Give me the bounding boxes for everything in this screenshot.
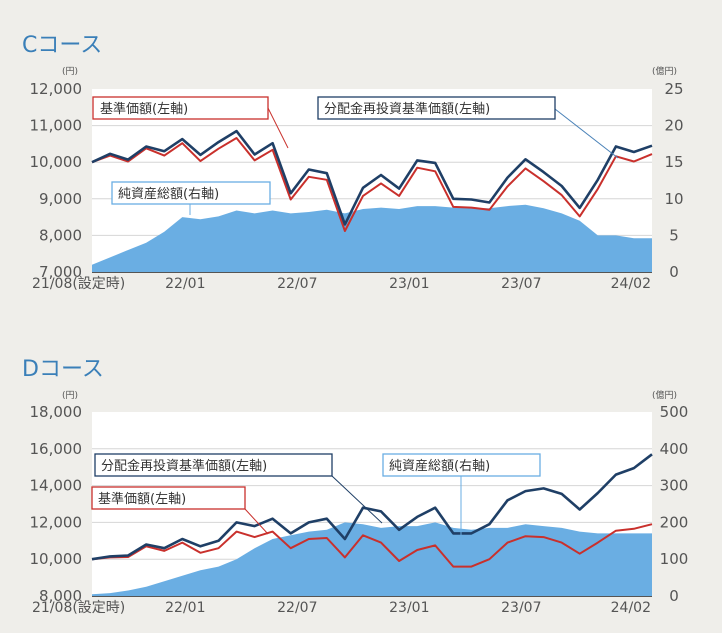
left-unit: (円) — [62, 66, 78, 77]
x-tick-label: 23/01 — [389, 276, 429, 292]
x-tick-label: 23/01 — [389, 600, 429, 616]
leader-kijun — [244, 508, 269, 535]
right-tick-label: 10 — [664, 190, 683, 208]
x-tick-label: 22/01 — [165, 600, 205, 616]
x-axis-ticks: 21/08(設定時) 22/01 22/07 23/01 23/07 24/02 — [32, 600, 651, 616]
left-tick-label: 7,000 — [39, 263, 82, 281]
left-tick-label: 10,000 — [30, 550, 83, 568]
chart-c-course: Cコース (円) (億円) 12,000 11,000 10,000 9,000 8,0… — [22, 33, 684, 292]
left-unit: (円) — [62, 390, 78, 401]
left-axis-ticks: 12,000 11,000 10,000 9,000 8,000 7,000 — [30, 80, 83, 281]
x-tick-label: 24/02 — [611, 276, 651, 292]
line-bunpai — [91, 129, 653, 226]
x-tick-label: 21/08(設定時) — [32, 600, 125, 616]
right-axis-ticks: 500 400 300 200 100 0 — [660, 403, 689, 605]
left-tick-label: 11,000 — [30, 117, 83, 135]
left-tick-label: 14,000 — [30, 477, 83, 495]
left-tick-label: 8,000 — [39, 226, 82, 244]
right-unit: (億円) — [652, 389, 677, 401]
note-box-bunpai — [317, 96, 556, 120]
right-axis-ticks: 25 20 15 10 5 0 — [664, 80, 683, 281]
line-kijun — [91, 523, 653, 568]
x-axis-ticks: 21/08(設定時) 22/01 22/07 23/01 23/07 24/02 — [32, 276, 651, 292]
chart-d-course: Dコース (円) (億円) 18,000 16,000 14,000 12,000 10… — [22, 357, 688, 616]
left-tick-label: 8,000 — [39, 587, 82, 605]
left-tick-label: 16,000 — [30, 440, 83, 458]
line-bunpai — [91, 453, 653, 561]
x-tick-label: 22/01 — [165, 276, 205, 292]
note-bunpai: 分配金再投資基準価額(左軸) — [101, 458, 267, 474]
left-tick-label: 10,000 — [30, 153, 83, 171]
x-tick-label: 22/07 — [277, 600, 317, 616]
line-kijun — [91, 137, 653, 232]
x-tick-label: 21/08(設定時) — [32, 276, 125, 292]
right-tick-label: 100 — [660, 550, 689, 568]
left-tick-label: 12,000 — [30, 513, 83, 531]
right-tick-label: 15 — [664, 153, 683, 171]
note-kijun: 基準価額(左軸) — [100, 101, 188, 117]
left-axis-ticks: 18,000 16,000 14,000 12,000 10,000 8,000 — [30, 403, 83, 605]
x-tick-label: 23/07 — [501, 276, 541, 292]
leader-bunpai — [331, 475, 383, 524]
left-tick-label: 18,000 — [30, 403, 83, 421]
right-tick-label: 5 — [669, 226, 679, 244]
note-box-junshisan — [382, 453, 541, 477]
right-tick-label: 400 — [660, 440, 689, 458]
right-tick-label: 500 — [660, 403, 689, 421]
right-tick-label: 25 — [664, 80, 683, 98]
x-tick-label: 24/02 — [611, 600, 651, 616]
note-junshisan: 純資産総額(右軸) — [389, 458, 490, 474]
right-tick-label: 300 — [660, 477, 689, 495]
note-box-kijun — [91, 486, 246, 510]
note-kijun: 基準価額(左軸) — [98, 491, 186, 507]
note-junshisan: 純資産総額(右軸) — [118, 186, 219, 202]
chart-title: Cコース — [22, 33, 102, 58]
right-tick-label: 200 — [660, 513, 689, 531]
x-tick-label: 22/07 — [277, 276, 317, 292]
right-unit: (億円) — [652, 65, 677, 77]
right-tick-label: 20 — [664, 117, 683, 135]
note-box-bunpai — [94, 453, 333, 477]
leader-kijun — [267, 107, 289, 149]
right-tick-label: 0 — [669, 587, 679, 605]
leader-bunpai — [554, 108, 619, 159]
chart-title: Dコース — [22, 357, 104, 382]
x-tick-label: 23/07 — [501, 600, 541, 616]
note-box-kijun — [92, 96, 269, 120]
note-bunpai: 分配金再投資基準価額(左軸) — [324, 101, 490, 117]
right-tick-label: 0 — [669, 263, 679, 281]
left-tick-label: 12,000 — [30, 80, 83, 98]
area-junshisan — [92, 204, 652, 272]
note-box-junshisan — [111, 181, 271, 205]
left-tick-label: 9,000 — [39, 190, 82, 208]
